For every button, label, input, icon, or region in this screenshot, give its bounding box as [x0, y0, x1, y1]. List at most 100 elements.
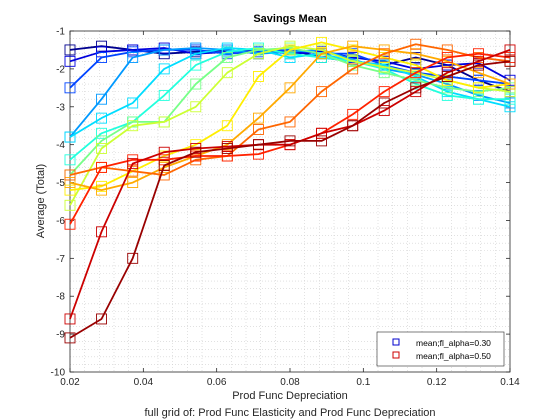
x-tick-label: 0.08	[280, 377, 300, 388]
data-point	[96, 52, 107, 63]
series-line	[69, 60, 511, 339]
data-point	[473, 82, 484, 94]
legend-box	[376, 331, 505, 367]
data-point	[410, 67, 422, 79]
series-line	[69, 45, 511, 192]
y-tick-label: -4	[56, 140, 65, 151]
data-point	[410, 74, 422, 86]
legend-label-alpha-050: mean;fl_alpha=0.50	[416, 351, 491, 361]
data-point	[64, 169, 76, 181]
data-point	[96, 184, 107, 196]
data-point	[253, 124, 264, 135]
data-point	[158, 160, 170, 171]
data-point	[190, 146, 202, 158]
x-tick-label: 0.14	[500, 377, 520, 388]
data-point	[253, 148, 264, 160]
data-point	[378, 61, 390, 73]
data-point	[473, 48, 484, 60]
data-point	[347, 63, 359, 75]
data-point	[158, 63, 170, 75]
data-point	[284, 82, 296, 94]
data-point	[284, 116, 296, 128]
data-point	[504, 101, 516, 113]
data-point	[410, 38, 422, 50]
data-point	[221, 52, 233, 63]
data-point	[441, 52, 453, 63]
data-point	[504, 44, 516, 56]
x-tick-label: 0.12	[427, 377, 447, 388]
x-axis-label: Prod Func Depreciation	[232, 390, 348, 402]
data-point	[127, 52, 139, 63]
data-point	[284, 135, 296, 147]
data-point	[64, 184, 76, 196]
y-tick-label: -2	[56, 64, 65, 75]
data-point	[127, 97, 139, 109]
data-point	[64, 154, 76, 166]
data-point	[127, 120, 139, 132]
series-line	[69, 43, 511, 176]
data-point	[190, 59, 202, 71]
data-point	[64, 44, 76, 56]
ticks	[69, 30, 511, 373]
data-point	[158, 44, 170, 56]
data-point	[473, 74, 484, 86]
data-point	[378, 105, 390, 117]
data-point	[347, 120, 359, 132]
data-point	[221, 143, 233, 154]
data-point	[284, 44, 296, 56]
data-point	[347, 55, 359, 67]
y-axis-label: Average (Total)	[35, 164, 47, 238]
series-line	[69, 47, 511, 176]
data-point	[96, 127, 107, 139]
data-point	[504, 78, 516, 90]
data-point	[96, 93, 107, 105]
data-point	[410, 82, 422, 94]
x-tick-label: 0.1	[356, 377, 370, 388]
data-point	[64, 199, 76, 211]
data-point	[158, 89, 170, 101]
y-tick-label: -9	[56, 330, 65, 341]
data-point	[253, 71, 264, 82]
data-point	[96, 226, 107, 238]
data-point	[316, 86, 327, 98]
series-line	[69, 47, 510, 161]
tick-labels: 0.02 0.04 0.06 0.08 0.1 0.12 0.14 -10 -9 -8 -7 -6 -5…	[51, 27, 521, 389]
data-point	[96, 112, 107, 124]
data-point	[473, 67, 484, 79]
data-point	[316, 135, 327, 147]
series-line	[69, 47, 511, 138]
y-tick-label: -1	[56, 27, 65, 38]
data-point	[410, 48, 422, 60]
data-point	[504, 93, 516, 105]
data-point	[221, 120, 233, 132]
data-point	[64, 82, 76, 94]
series-line	[69, 41, 511, 191]
data-point	[316, 48, 327, 60]
data-point	[190, 78, 202, 90]
data-point	[64, 332, 76, 344]
data-point	[253, 48, 264, 60]
data-point	[473, 93, 484, 105]
data-point	[441, 82, 453, 94]
series-layer	[64, 36, 516, 344]
data-point	[441, 44, 453, 56]
data-point	[64, 177, 76, 189]
series-line	[69, 45, 511, 206]
legend-marker-alpha-050	[392, 351, 400, 359]
data-point	[378, 86, 390, 98]
legend-label-alpha-030: mean;fl_alpha=0.30	[416, 338, 491, 348]
y-tick-label: -5	[56, 178, 65, 189]
data-point	[316, 127, 327, 139]
data-point	[253, 112, 264, 124]
data-point	[158, 116, 170, 128]
legend-marker-alpha-030	[392, 338, 400, 346]
data-point	[96, 313, 107, 325]
data-point	[96, 135, 107, 147]
x-tick-label: 0.04	[134, 377, 154, 388]
data-point	[64, 313, 76, 325]
data-point	[127, 158, 139, 170]
data-point	[410, 59, 422, 71]
chart-title: Savings Mean	[253, 13, 327, 25]
y-tick-label: -3	[56, 102, 65, 113]
